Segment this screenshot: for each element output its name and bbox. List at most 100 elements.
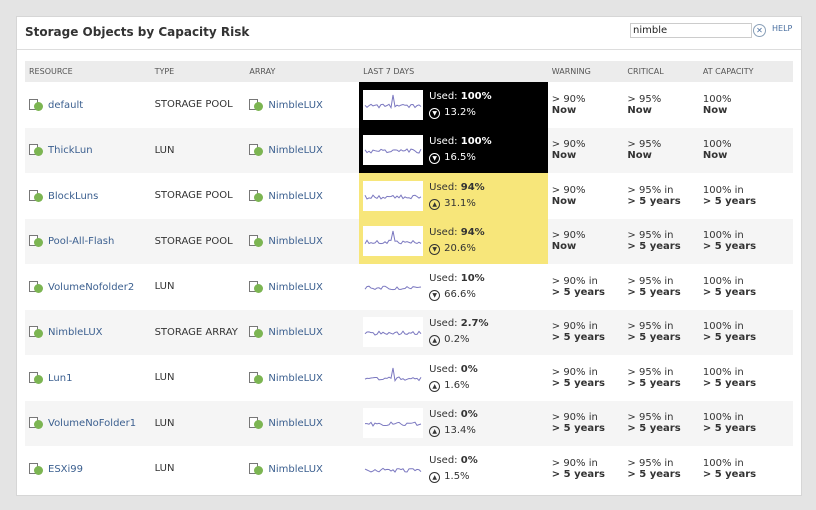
array-link[interactable]: NimbleLUX — [268, 236, 323, 248]
used-label: Used: — [429, 363, 458, 375]
status-up-icon — [34, 329, 43, 339]
capacity-threshold: 100% in — [702, 230, 744, 242]
warning-threshold: > 90% in — [551, 412, 598, 424]
type-cell: STORAGE POOL — [154, 190, 233, 202]
resource-link[interactable]: Pool-All-Flash — [48, 236, 115, 248]
table-row[interactable]: Lun1 LUN NimbleLUX Used: 0% ▲ 1.6% > 90% in > 5… — [25, 355, 793, 401]
used-value: 100% — [460, 136, 492, 148]
capacity-threshold: 100% in — [702, 275, 744, 287]
used-label: Used: — [429, 136, 458, 148]
storage-array-icon — [249, 417, 265, 430]
resource-link[interactable]: VolumeNofolder2 — [48, 281, 135, 293]
resource-link[interactable]: ThickLun — [48, 145, 93, 157]
array-link[interactable]: NimbleLUX — [268, 190, 323, 202]
resource-link[interactable]: Lun1 — [48, 372, 73, 384]
clear-search-icon[interactable]: ✕ — [753, 24, 766, 37]
trend-down-icon: ▼ — [429, 153, 441, 165]
critical-eta: > 5 years — [627, 286, 681, 298]
sparkline-chart — [364, 231, 422, 245]
column-header[interactable]: TYPE — [150, 61, 246, 82]
trend-down-icon: ▼ — [429, 289, 441, 301]
search-input[interactable] — [630, 23, 752, 38]
array-link[interactable]: NimbleLUX — [268, 281, 323, 293]
change-value: 1.6% — [444, 379, 470, 391]
array-link[interactable]: NimbleLUX — [268, 99, 323, 111]
warning-eta: Now — [551, 241, 577, 253]
trend-down-icon: ▼ — [429, 107, 441, 119]
warning-threshold: > 90% in — [551, 366, 598, 378]
sparkline-chart — [364, 330, 422, 336]
array-link[interactable]: NimbleLUX — [268, 327, 323, 339]
used-label: Used: — [429, 272, 458, 284]
warning-threshold: > 90% — [551, 184, 586, 196]
storage-array-icon — [249, 280, 265, 293]
capacity-threshold: 100% in — [702, 184, 744, 196]
critical-eta: > 5 years — [627, 332, 681, 344]
critical-eta: > 5 years — [627, 423, 681, 435]
column-header[interactable]: CRITICAL — [623, 61, 699, 82]
sparkline-chart — [364, 467, 422, 473]
storage-array-icon — [249, 326, 265, 339]
table-row[interactable]: BlockLuns STORAGE POOL NimbleLUX Used: 94% ▲… — [25, 173, 793, 219]
storage-array-icon — [249, 371, 265, 384]
storage-array-icon — [249, 189, 265, 202]
table-row[interactable]: default STORAGE POOL NimbleLUX Used: 100% ▼ 1… — [25, 82, 793, 128]
resource-link[interactable]: ESXi99 — [48, 463, 84, 475]
used-label: Used: — [429, 454, 458, 466]
used-value: 2.7% — [460, 318, 489, 330]
resource-link[interactable]: default — [48, 99, 84, 111]
capacity-threshold: 100% — [702, 139, 732, 151]
array-link[interactable]: NimbleLUX — [268, 372, 323, 384]
status-up-icon — [254, 283, 264, 293]
critical-threshold: > 95% — [627, 139, 662, 151]
column-header[interactable]: WARNING — [547, 61, 624, 82]
table-row[interactable]: VolumeNoFolder1 LUN NimbleLUX Used: 0% ▲ 13.4… — [25, 400, 793, 446]
type-cell: LUN — [154, 463, 175, 475]
help-link[interactable]: HELP — [772, 24, 793, 33]
array-link[interactable]: NimbleLUX — [268, 418, 323, 430]
resource-link[interactable]: BlockLuns — [48, 190, 99, 202]
capacity-threshold: 100% in — [702, 366, 744, 378]
critical-threshold: > 95% in — [627, 230, 674, 242]
resource-link[interactable]: NimbleLUX — [48, 327, 103, 339]
critical-eta: > 5 years — [627, 241, 681, 253]
warning-threshold: > 90% in — [551, 457, 598, 469]
used-value: 0% — [460, 454, 478, 466]
column-header[interactable]: ARRAY — [245, 61, 360, 82]
status-up-icon — [254, 374, 264, 384]
sparkline-chart — [364, 285, 422, 290]
table-row[interactable]: ESXi99 LUN NimbleLUX Used: 0% ▲ 1.5% > 90% in >… — [25, 446, 793, 492]
table-row[interactable]: ThickLun LUN NimbleLUX Used: 100% ▼ 16.5% > 90… — [25, 127, 793, 173]
table-row[interactable]: VolumeNofolder2 LUN NimbleLUX Used: 10% ▼ 66.… — [25, 264, 793, 310]
trend-up-icon: ▲ — [429, 426, 441, 438]
resource-link[interactable]: VolumeNoFolder1 — [48, 418, 137, 430]
capacity-eta: Now — [702, 150, 728, 162]
array-link[interactable]: NimbleLUX — [268, 463, 323, 475]
array-link[interactable]: NimbleLUX — [268, 145, 323, 157]
critical-threshold: > 95% in — [627, 184, 674, 196]
lun-icon — [29, 280, 45, 293]
trend-up-icon: ▲ — [429, 380, 441, 392]
capacity-eta: Now — [702, 104, 728, 116]
critical-eta: > 5 years — [627, 195, 681, 207]
column-header[interactable]: RESOURCE — [25, 61, 151, 82]
status-up-icon — [254, 192, 264, 202]
status-up-icon — [34, 465, 43, 475]
critical-threshold: > 95% in — [627, 412, 674, 424]
warning-eta: Now — [551, 104, 577, 116]
change-value: 13.4% — [444, 425, 476, 437]
warning-eta: Now — [551, 195, 577, 207]
status-up-icon — [254, 465, 264, 475]
trend-up-icon: ▲ — [429, 335, 441, 347]
status-up-icon — [34, 374, 43, 384]
warning-eta: > 5 years — [551, 468, 605, 480]
table-row[interactable]: Pool-All-Flash STORAGE POOL NimbleLUX Used:… — [25, 218, 793, 264]
resource-table: RESOURCE TYPE ARRAY LAST 7 DAYS WARNING CRITI… — [25, 61, 793, 492]
table-row[interactable]: NimbleLUX STORAGE ARRAY NimbleLUX Used: 2.7… — [25, 309, 793, 355]
status-up-icon — [34, 147, 43, 157]
column-header[interactable]: AT CAPACITY — [698, 61, 793, 82]
column-header[interactable]: LAST 7 DAYS — [359, 61, 548, 82]
change-value: 66.6% — [444, 288, 476, 300]
change-value: 0.2% — [444, 334, 470, 346]
warning-threshold: > 90% — [551, 93, 586, 105]
